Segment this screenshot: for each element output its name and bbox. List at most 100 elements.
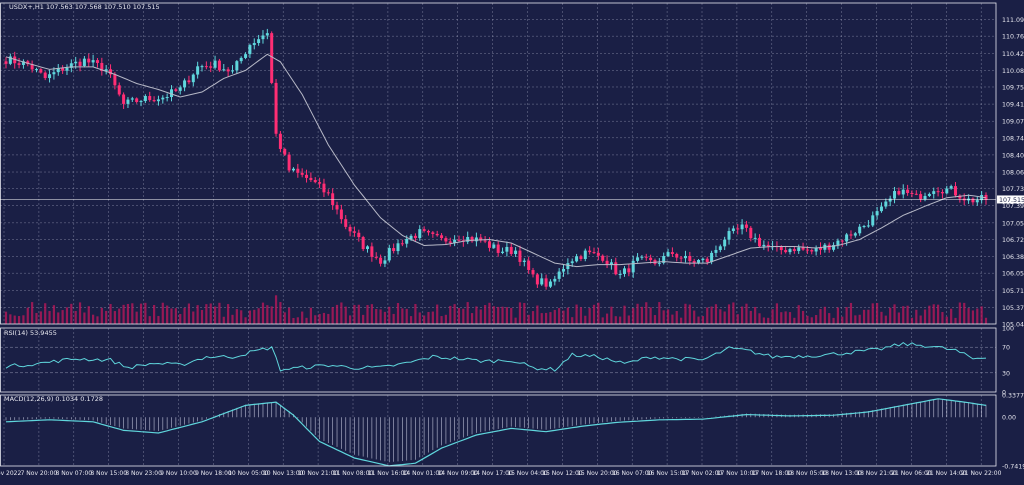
candle-body (48, 74, 52, 79)
volume-bar (257, 308, 260, 324)
volume-bar (823, 306, 826, 324)
volume-bar (497, 306, 500, 324)
candle-body (683, 255, 687, 259)
rsi-axis-label: 100 (1002, 326, 1014, 333)
candle-body (562, 269, 566, 272)
candle-body (958, 195, 962, 199)
volume-bar (649, 307, 652, 324)
volume-bar (166, 305, 169, 324)
candle-body (74, 61, 78, 64)
volume-bar (22, 315, 25, 324)
volume-bar (283, 312, 286, 324)
price-axis-label: 107.390 (1002, 203, 1024, 210)
volume-bar (836, 307, 840, 324)
candle-body (531, 270, 535, 275)
volume-bar (65, 307, 69, 324)
candle-body (797, 247, 801, 252)
volume-bar (915, 309, 918, 324)
volume-bar (126, 303, 130, 324)
candle-body (810, 250, 814, 252)
rsi-axis-label: 30 (1002, 370, 1010, 377)
candle-body (405, 238, 409, 244)
volume-bar (83, 312, 86, 324)
volume-bar (244, 317, 247, 324)
time-axis-label: 7 Nov 2022 (0, 470, 21, 477)
candle-body (39, 69, 43, 73)
candle-body (570, 261, 574, 264)
volume-bar (57, 312, 60, 324)
candle-body (910, 193, 914, 195)
volume-bar (174, 308, 177, 324)
candle-body (518, 250, 522, 262)
time-axis-label: 9 Nov 10:00 (160, 470, 197, 477)
rsi-title: RSI(14) 53.9455 (4, 329, 57, 337)
candle-body (862, 226, 866, 228)
volume-bar (693, 310, 696, 324)
volume-bar (597, 302, 600, 324)
candle-body (906, 189, 910, 194)
volume-bar (444, 314, 448, 324)
volume-bar (897, 312, 900, 324)
candle-body (740, 224, 744, 230)
time-axis-label: 11 Nov 08:00 (333, 470, 374, 477)
rsi-axis-label: 70 (1002, 345, 1010, 352)
volume-bar (906, 305, 909, 324)
candle-body (840, 240, 844, 242)
candle-body (87, 58, 91, 63)
volume-bar (963, 302, 966, 324)
volume-bar (209, 303, 212, 324)
volume-bar (309, 307, 312, 324)
volume-bar (470, 313, 474, 324)
volume-bar (266, 305, 269, 324)
volume-bar (797, 305, 800, 324)
volume-bar (932, 304, 935, 324)
candle-body (244, 54, 248, 58)
candle-body (426, 230, 430, 233)
volume-bar (893, 304, 896, 324)
volume-bar (706, 307, 709, 324)
volume-bar (231, 314, 234, 324)
candle-body (91, 60, 95, 63)
candle-body (95, 60, 99, 63)
volume-bar (61, 310, 64, 324)
candle-body (636, 257, 640, 261)
candle-body (348, 226, 352, 232)
volume-bar (923, 309, 927, 324)
panel-frames (0, 2, 997, 467)
candle-body (56, 68, 60, 73)
candle-body (152, 100, 156, 102)
volume-bar (714, 304, 718, 324)
candle-body (165, 97, 169, 99)
price-axis-label: 110.420 (1002, 51, 1024, 58)
volume-bar (157, 315, 160, 324)
candle-body (505, 246, 509, 252)
volume-bar (196, 305, 199, 324)
candle-body (553, 278, 557, 282)
candle-body (544, 278, 548, 287)
candle-body (758, 237, 762, 247)
volume-bar (453, 304, 456, 324)
candle-body (34, 69, 38, 71)
volume-bar (218, 302, 221, 324)
volume-bar (187, 303, 191, 324)
candle-body (901, 189, 905, 195)
candle-body (483, 240, 487, 242)
volume-bar (680, 317, 683, 324)
candle-body (766, 244, 770, 247)
volume-bar (571, 317, 574, 324)
time-axis-label: 21 Nov 14:00 (926, 470, 967, 477)
volume-bar (549, 312, 552, 324)
candle-body (17, 63, 21, 65)
volume-bar (148, 316, 151, 324)
candle-body (170, 89, 174, 98)
volume-bars (4, 295, 988, 324)
candle-body (701, 258, 705, 260)
volume-bar (31, 302, 34, 324)
candle-body (940, 192, 944, 194)
volume-bar (919, 315, 922, 324)
volume-bar (131, 303, 134, 324)
volume-bar (880, 311, 883, 324)
candle-body (113, 74, 117, 86)
candle-body (640, 256, 644, 258)
